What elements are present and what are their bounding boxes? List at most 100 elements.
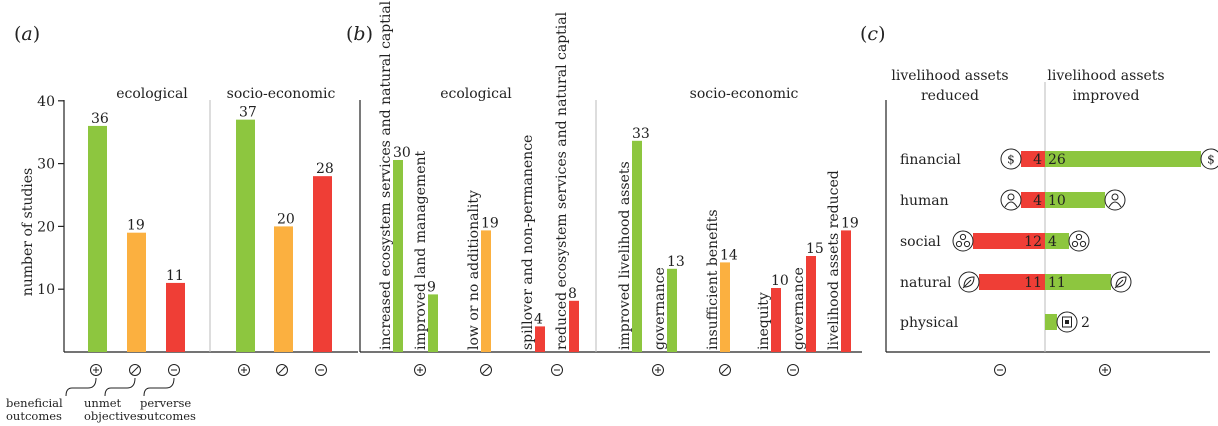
bar-value-label: 37 (239, 105, 257, 121)
group-member (1079, 240, 1087, 248)
bar-value-label: 12 (1024, 234, 1042, 250)
header-improved: livelihood assets (1047, 68, 1164, 84)
bar-value-label: 20 (277, 211, 295, 227)
group-icon (1068, 230, 1090, 252)
bar-reduced-human (1021, 192, 1045, 208)
bar-value-label: 30 (393, 145, 411, 161)
perverse-symbol-icon (168, 364, 180, 376)
header-reduced: livelihood assets (891, 68, 1008, 84)
bar-socio-economic-unmet (274, 226, 293, 352)
bar-ecological-spillover-and-non-permanence (535, 326, 545, 352)
group-icon (952, 230, 974, 252)
bar-category-label: insufficient benefits (705, 209, 721, 350)
legend-bracket (143, 377, 175, 397)
perverse-symbol-icon (315, 364, 327, 376)
beneficial-symbol-icon (652, 364, 664, 376)
group-member (1075, 233, 1083, 241)
person-body (1004, 201, 1018, 208)
person-body (1108, 201, 1122, 208)
bar-socio-economic-livelihood-assets-reduced (841, 230, 851, 352)
unmet-symbol-icon (480, 364, 492, 376)
leaf-vein (962, 279, 972, 289)
bar-value-label: 13 (667, 254, 685, 270)
bar-ecological-low-or-no-additionality (481, 230, 491, 352)
asset-label-natural: natural (900, 275, 952, 291)
bar-value-label: 19 (127, 218, 145, 234)
dollar-icon: $ (1000, 148, 1022, 170)
bar-category-label: governance (791, 267, 807, 350)
legend-label-perverse: perverse outcomes (140, 396, 196, 423)
bar-socio-economic-inequity (771, 288, 781, 352)
bar-socio-economic-beneficial (236, 119, 255, 352)
bar-reduced-financial (1021, 151, 1045, 167)
panel-c-letter: (c) (860, 23, 886, 45)
bar-category-label: livelihood assets reduced (826, 170, 842, 350)
person-icon (1000, 189, 1022, 211)
group-label-socio-economic: socio-economic (227, 86, 336, 102)
bar-socio-economic-insufficient-benefits (720, 262, 730, 352)
leaf-icon (958, 271, 980, 293)
bar-value-label: 11 (1048, 275, 1066, 291)
bar-category-label: increased ecosystem services and natural… (378, 0, 394, 350)
bar-category-label: low or no additionality (466, 190, 482, 350)
asset-label-human: human (900, 193, 949, 209)
bar-category-label: inequity (756, 292, 772, 350)
bar-value-label: 2 (1081, 315, 1090, 331)
header-improved: improved (1073, 88, 1140, 104)
leaf-shape (1115, 276, 1127, 288)
group-member (963, 240, 971, 248)
beneficial-symbol-icon (1099, 364, 1111, 376)
leaf-shape (963, 276, 975, 288)
symbol-stroke (721, 366, 729, 374)
perverse-symbol-icon (787, 364, 799, 376)
bar-value-label: 9 (427, 279, 436, 295)
group-label-socio-economic: socio-economic (690, 86, 799, 102)
bar-reduced-social (973, 233, 1045, 249)
leaf-vein (1114, 279, 1124, 289)
group-label-ecological: ecological (440, 86, 512, 102)
person-head (1111, 193, 1119, 201)
bar-category-label: governance (652, 267, 668, 350)
bar-value-label: 19 (481, 215, 499, 231)
legend-bracket (104, 377, 136, 397)
leaf-icon (1110, 271, 1132, 293)
unmet-symbol-icon (129, 364, 141, 376)
bar-socio-economic-perverse (313, 176, 332, 352)
bar-value-label: 4 (534, 311, 543, 327)
unmet-symbol-icon (276, 364, 288, 376)
group-member (1071, 240, 1079, 248)
symbol-stroke (482, 366, 490, 374)
perverse-symbol-icon (994, 364, 1006, 376)
bar-value-label: 19 (841, 215, 859, 231)
panel-b-letter: (b) (346, 23, 373, 45)
bar-improved-natural (1045, 274, 1111, 290)
perverse-symbol-icon (551, 364, 563, 376)
bar-value-label: 11 (166, 268, 184, 284)
beneficial-symbol-icon (414, 364, 426, 376)
dollar-icon: $ (1200, 148, 1218, 170)
icon-circle (1200, 148, 1218, 170)
bar-value-label: 28 (316, 161, 334, 177)
y-axis-label: number of studies (20, 168, 36, 297)
bar-ecological-reduced-ecosystem-services-and-natural-captial (569, 300, 579, 352)
bar-socio-economic-governance (667, 268, 677, 352)
legend-bracket (65, 377, 97, 397)
bar-improved-financial (1045, 151, 1201, 167)
bar-value-label: 11 (1024, 275, 1042, 291)
bar-socio-economic-improved-livelihood-assets (632, 140, 642, 352)
bar-value-label: 10 (1048, 193, 1066, 209)
asset-label-physical: physical (900, 315, 959, 331)
panel-a-letter: (a) (14, 23, 40, 45)
dollar-glyph: $ (1007, 153, 1015, 167)
bar-improved-social (1045, 233, 1069, 249)
bar-value-label: 4 (1033, 152, 1042, 168)
bar-ecological-increased-ecosystem-services-and-natural-captial (393, 160, 403, 352)
header-reduced: reduced (921, 88, 979, 104)
person-icon (1104, 189, 1126, 211)
bar-value-label: 8 (568, 286, 577, 302)
unmet-symbol-icon (719, 364, 731, 376)
bar-value-label: 33 (632, 126, 650, 142)
bar-ecological-beneficial (88, 125, 107, 352)
bar-category-label: reduced ecosystem services and natural c… (554, 11, 570, 350)
